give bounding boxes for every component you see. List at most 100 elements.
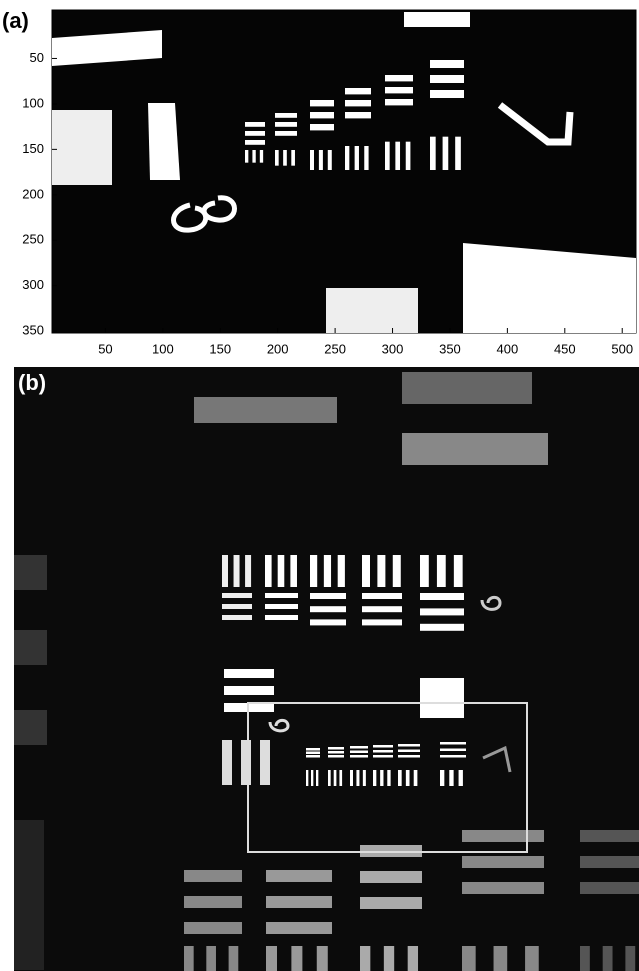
target-bar [462, 946, 476, 971]
target-bar [387, 770, 390, 786]
target-bar [454, 555, 463, 587]
target-bar [234, 555, 240, 587]
x-tick-label: 200 [267, 341, 289, 356]
target-bar [440, 770, 444, 786]
target-bar [266, 870, 332, 882]
target-bar [494, 946, 508, 971]
target-bar [385, 142, 390, 170]
target-bar [345, 100, 371, 106]
target-bar [260, 740, 270, 785]
target-bar [580, 856, 639, 868]
target-bar [229, 946, 239, 971]
target-bar [306, 755, 320, 758]
panel-label: (a) [2, 8, 29, 33]
target-bar [362, 555, 370, 587]
target-bar [385, 99, 413, 105]
target-bar [440, 749, 466, 752]
target-bar [222, 555, 228, 587]
target-bar [406, 142, 411, 170]
target-bar [310, 150, 314, 170]
x-tick-label: 300 [382, 341, 404, 356]
target-bar [324, 555, 331, 587]
blob [463, 243, 636, 333]
target-bar [377, 555, 385, 587]
x-tick-label: 150 [209, 341, 231, 356]
target-bar [462, 856, 544, 868]
target-bar [224, 686, 274, 695]
target-bar [393, 555, 401, 587]
target-bar [283, 150, 287, 166]
target-bar [328, 747, 344, 750]
target-bar [373, 770, 376, 786]
target-bar [206, 946, 216, 971]
target-bar [245, 131, 265, 136]
target-bar [275, 150, 279, 166]
target-bar [364, 146, 368, 170]
target-bar [184, 896, 242, 908]
target-bar [360, 897, 422, 909]
target-bar [275, 122, 297, 127]
target-bar [328, 755, 344, 758]
y-tick-label: 350 [22, 323, 44, 338]
y-tick-label: 250 [22, 232, 44, 247]
target-bar [430, 137, 436, 170]
target-bar [440, 755, 466, 758]
target-bar [580, 946, 590, 971]
target-bar [291, 946, 302, 971]
target-bar [184, 870, 242, 882]
target-bar [459, 770, 463, 786]
target-bar [398, 744, 420, 747]
y-tick-label: 200 [22, 186, 44, 201]
blob [420, 678, 464, 718]
y-tick-label: 300 [22, 277, 44, 292]
x-tick-label: 350 [439, 341, 461, 356]
target-bar [310, 593, 346, 599]
target-bar [385, 75, 413, 81]
target-bar [310, 606, 346, 612]
y-tick-label: 150 [22, 141, 44, 156]
target-bar [184, 946, 194, 971]
target-bar [265, 615, 298, 620]
target-bar [265, 555, 272, 587]
target-bar [373, 750, 393, 753]
target-bar [380, 770, 383, 786]
target-bar [384, 946, 394, 971]
target-bar [245, 555, 251, 587]
target-bar [443, 137, 449, 170]
target-bar [580, 882, 639, 894]
target-bar [266, 896, 332, 908]
target-bar [350, 770, 353, 786]
target-bar [222, 593, 252, 598]
target-bar [306, 770, 308, 786]
blob [14, 555, 47, 590]
blob [404, 12, 470, 27]
target-bar [245, 150, 248, 163]
target-bar [334, 770, 337, 786]
blob [52, 110, 112, 185]
target-bar [245, 122, 265, 127]
target-bar [350, 751, 368, 754]
target-bar [328, 150, 332, 170]
y-tick-label: 50 [30, 50, 44, 65]
target-bar [306, 748, 320, 751]
blob [402, 372, 532, 404]
target-bar [345, 146, 349, 170]
target-bar [222, 615, 252, 620]
target-bar [260, 150, 263, 163]
target-bar [525, 946, 539, 971]
target-bar [252, 150, 255, 163]
target-bar [319, 150, 323, 170]
x-tick-label: 450 [554, 341, 576, 356]
target-bar [373, 745, 393, 748]
target-bar [266, 946, 277, 971]
target-bar [310, 124, 334, 130]
target-bar [328, 770, 331, 786]
target-bar [350, 746, 368, 749]
target-bar [580, 830, 639, 842]
target-bar [245, 140, 265, 145]
target-bar [184, 922, 242, 934]
target-bar [266, 922, 332, 934]
target-bar [414, 770, 418, 786]
target-bar [398, 770, 402, 786]
target-bar [398, 750, 420, 753]
